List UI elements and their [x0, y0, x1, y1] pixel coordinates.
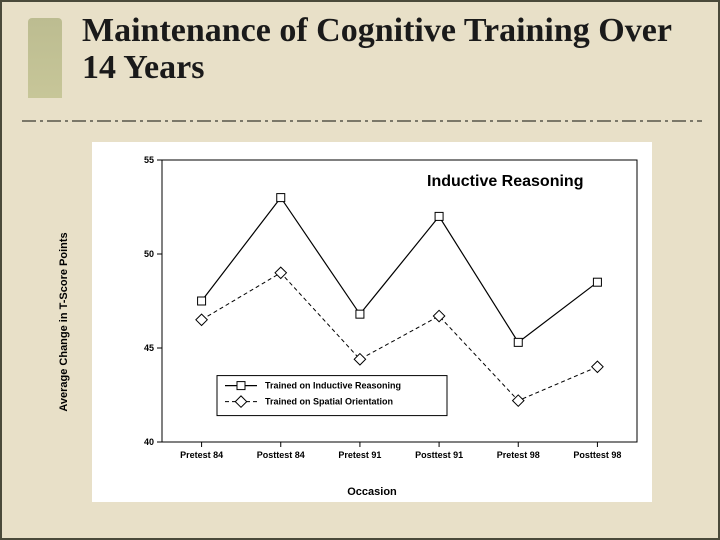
svg-text:Pretest 98: Pretest 98	[497, 450, 540, 460]
slide-title: Maintenance of Cognitive Training Over 1…	[82, 12, 678, 87]
svg-text:Posttest 84: Posttest 84	[257, 450, 305, 460]
chart-subtitle: Inductive Reasoning	[427, 173, 583, 191]
divider-line	[22, 118, 702, 124]
x-axis-label: Occasion	[92, 486, 652, 498]
svg-text:Pretest 84: Pretest 84	[180, 450, 223, 460]
svg-text:45: 45	[144, 343, 154, 353]
svg-text:Pretest 91: Pretest 91	[338, 450, 381, 460]
svg-text:40: 40	[144, 437, 154, 447]
y-axis-label: Average Change in T-Score Points	[58, 232, 70, 411]
chart-container: Average Change in T-Score Points Occasio…	[92, 142, 652, 502]
svg-text:50: 50	[144, 249, 154, 259]
slide-container: Maintenance of Cognitive Training Over 1…	[0, 0, 720, 540]
svg-text:Trained on Inductive Reasoning: Trained on Inductive Reasoning	[265, 381, 401, 391]
svg-text:Posttest 98: Posttest 98	[573, 450, 621, 460]
svg-text:55: 55	[144, 155, 154, 165]
svg-text:Trained on Spatial Orientation: Trained on Spatial Orientation	[265, 397, 393, 407]
chart-svg: 40 45 50 55 Pretest 84 Posttest 84 Pretest 91 P…	[92, 142, 652, 502]
accent-bar	[28, 18, 62, 98]
svg-text:Posttest 91: Posttest 91	[415, 450, 463, 460]
